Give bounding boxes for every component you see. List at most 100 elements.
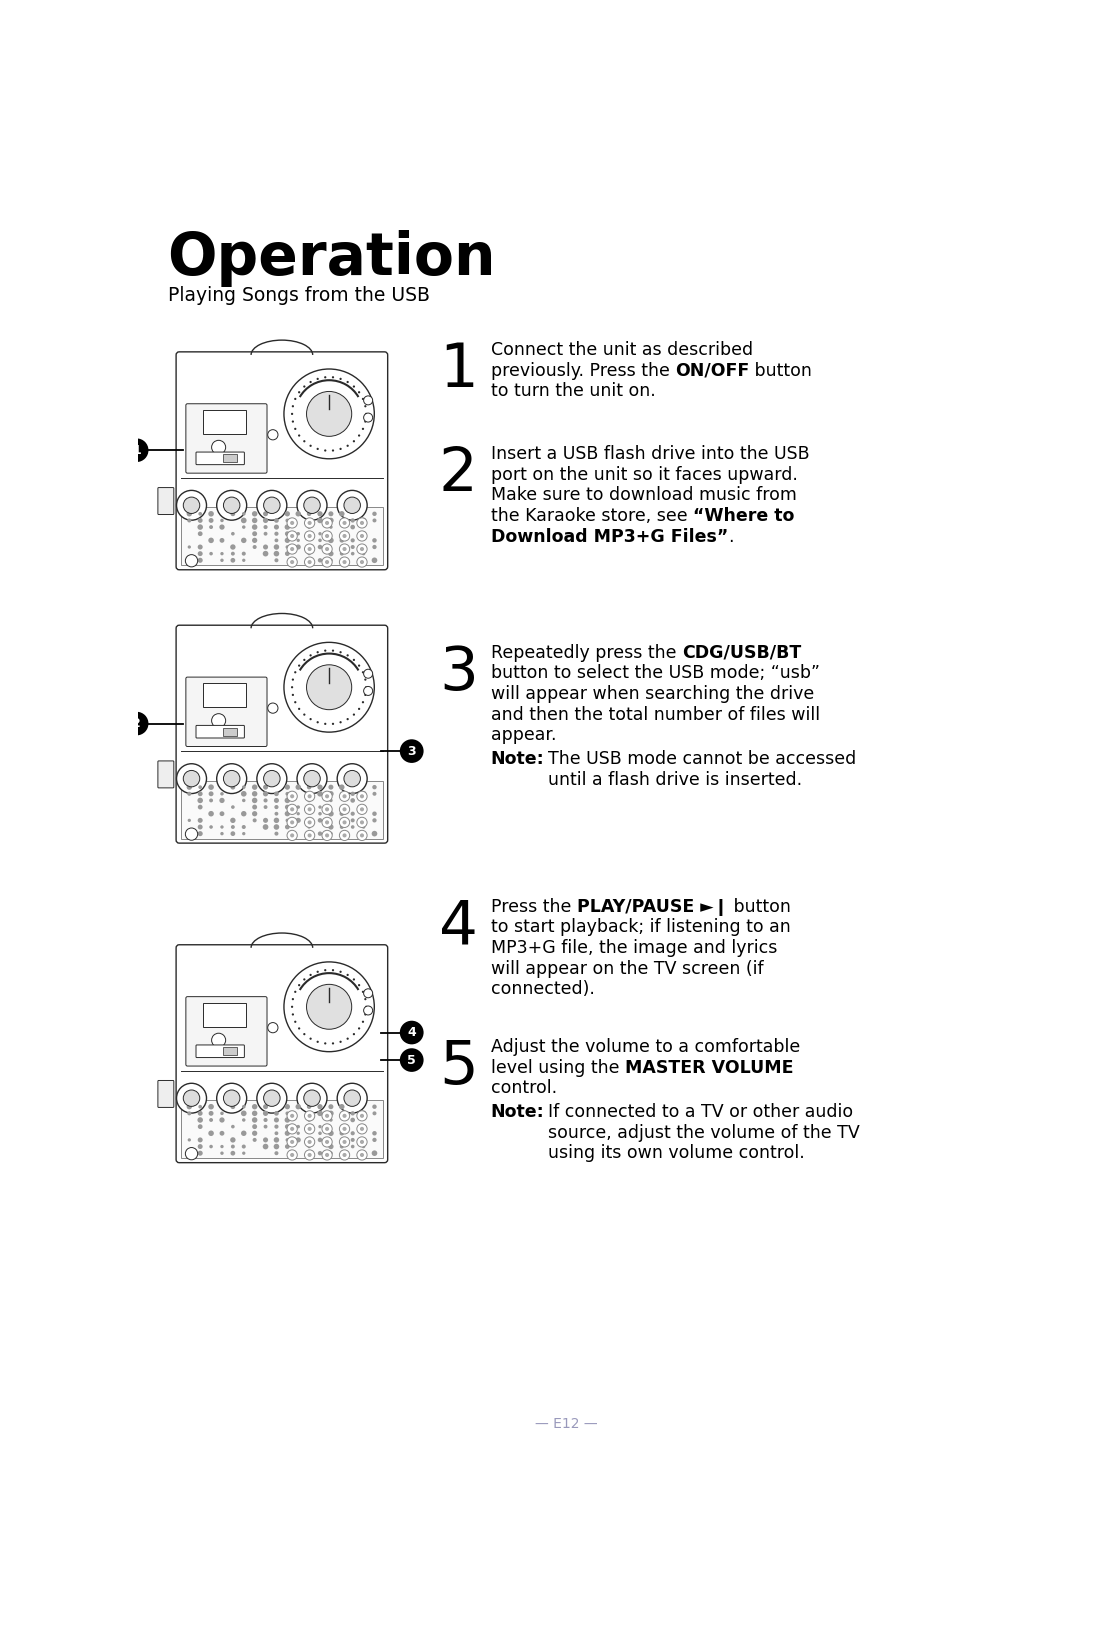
Circle shape: [350, 545, 355, 550]
Circle shape: [358, 391, 360, 393]
Circle shape: [252, 510, 257, 517]
Circle shape: [324, 376, 326, 378]
Circle shape: [198, 831, 202, 836]
Circle shape: [352, 386, 355, 388]
Circle shape: [332, 723, 334, 725]
Circle shape: [322, 792, 333, 802]
Circle shape: [325, 820, 329, 825]
Circle shape: [285, 1124, 290, 1129]
Circle shape: [358, 708, 360, 710]
Text: 5: 5: [439, 1037, 477, 1096]
Circle shape: [287, 1124, 297, 1134]
Circle shape: [187, 1111, 191, 1116]
Circle shape: [209, 551, 213, 556]
Circle shape: [360, 1140, 364, 1144]
Circle shape: [285, 811, 290, 816]
FancyBboxPatch shape: [158, 1080, 173, 1108]
Circle shape: [242, 833, 245, 836]
Circle shape: [242, 1152, 245, 1155]
Circle shape: [332, 649, 334, 651]
Text: until a flash drive is inserted.: until a flash drive is inserted.: [548, 771, 802, 789]
Circle shape: [287, 519, 297, 528]
Circle shape: [364, 988, 372, 998]
Circle shape: [343, 793, 347, 798]
Circle shape: [253, 545, 256, 550]
Circle shape: [339, 970, 341, 973]
Circle shape: [294, 702, 296, 703]
Circle shape: [223, 771, 240, 787]
Circle shape: [309, 445, 312, 447]
Circle shape: [339, 530, 349, 542]
Circle shape: [318, 1152, 323, 1155]
Circle shape: [328, 1144, 334, 1148]
Circle shape: [360, 1111, 367, 1116]
Circle shape: [291, 412, 293, 416]
Text: Connect the unit as described: Connect the unit as described: [491, 340, 753, 358]
Circle shape: [340, 545, 344, 548]
Circle shape: [318, 538, 322, 542]
Circle shape: [365, 679, 367, 681]
Circle shape: [252, 1117, 257, 1122]
Circle shape: [339, 1111, 349, 1121]
Text: 2: 2: [439, 445, 477, 504]
Circle shape: [198, 785, 202, 789]
Circle shape: [198, 1111, 202, 1116]
Text: Download MP3+G Files”: Download MP3+G Files”: [491, 527, 728, 545]
Circle shape: [274, 1152, 278, 1155]
Text: will appear on the TV screen (if: will appear on the TV screen (if: [491, 960, 764, 978]
Circle shape: [340, 519, 344, 522]
Circle shape: [329, 1152, 333, 1155]
Text: CDG/USB/BT: CDG/USB/BT: [682, 643, 801, 661]
Circle shape: [306, 1137, 312, 1142]
Circle shape: [198, 1144, 202, 1148]
Circle shape: [187, 558, 191, 563]
Circle shape: [357, 556, 367, 568]
Circle shape: [324, 649, 326, 651]
Circle shape: [357, 1111, 367, 1121]
Circle shape: [322, 519, 333, 528]
Circle shape: [357, 792, 367, 802]
Circle shape: [291, 546, 294, 551]
Circle shape: [186, 1147, 198, 1160]
Circle shape: [401, 1049, 422, 1072]
Circle shape: [361, 671, 365, 674]
Circle shape: [296, 1126, 299, 1129]
Circle shape: [372, 811, 377, 816]
Circle shape: [329, 1119, 333, 1122]
Text: to turn the unit on.: to turn the unit on.: [491, 383, 655, 401]
Circle shape: [274, 805, 278, 810]
Circle shape: [230, 1137, 235, 1142]
Circle shape: [187, 792, 191, 795]
Circle shape: [256, 491, 287, 520]
Circle shape: [339, 721, 341, 723]
Circle shape: [357, 1137, 367, 1147]
Circle shape: [295, 510, 301, 517]
Circle shape: [291, 833, 294, 838]
Text: 4: 4: [408, 1026, 417, 1039]
Circle shape: [296, 1132, 299, 1135]
Text: appear.: appear.: [491, 726, 556, 744]
Text: 1: 1: [439, 340, 477, 401]
Circle shape: [198, 1104, 202, 1109]
Circle shape: [350, 1130, 355, 1135]
Circle shape: [322, 1124, 333, 1134]
Text: 4: 4: [439, 898, 477, 957]
Circle shape: [274, 792, 278, 797]
Text: using its own volume control.: using its own volume control.: [548, 1144, 806, 1162]
Circle shape: [296, 538, 299, 542]
Circle shape: [285, 538, 290, 543]
Circle shape: [318, 1132, 322, 1135]
Circle shape: [343, 807, 347, 811]
Circle shape: [318, 558, 323, 563]
Circle shape: [322, 831, 333, 841]
Circle shape: [352, 440, 355, 442]
Text: PLAY/PAUSE ►❙: PLAY/PAUSE ►❙: [577, 898, 728, 916]
Circle shape: [361, 1124, 366, 1129]
Circle shape: [231, 532, 234, 535]
Circle shape: [347, 718, 349, 720]
Text: to start playback; if listening to an: to start playback; if listening to an: [491, 918, 790, 936]
Circle shape: [294, 398, 296, 401]
Circle shape: [339, 792, 349, 802]
Circle shape: [198, 1137, 202, 1142]
Circle shape: [360, 807, 364, 811]
